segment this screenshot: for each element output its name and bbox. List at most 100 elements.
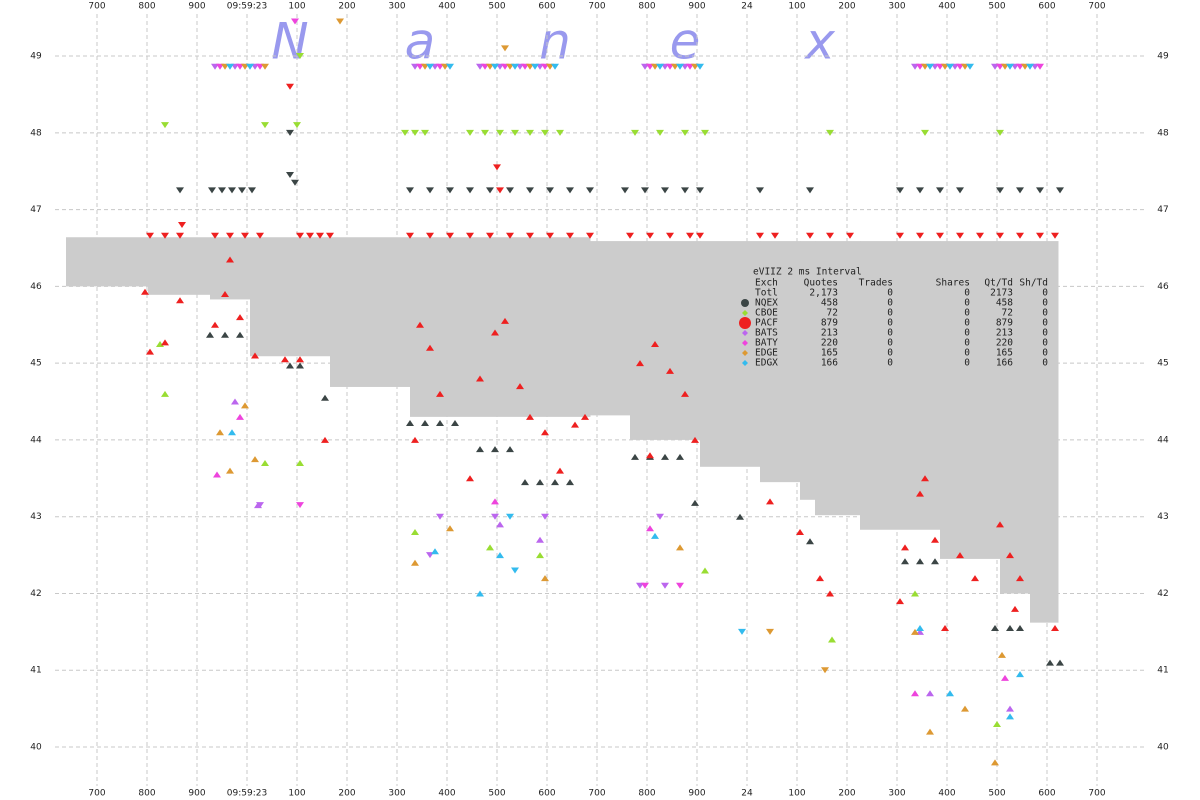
ask-quote (296, 232, 304, 239)
bid-quote (581, 413, 589, 420)
ask-quote (228, 187, 236, 194)
table-header: Trades (859, 278, 893, 289)
legend-name: PACF (755, 318, 778, 329)
ask-quote (411, 129, 419, 136)
ask-quote (546, 232, 554, 239)
bid-quote (1006, 552, 1014, 559)
ask-quote (426, 63, 434, 70)
table-header: Sh/Td (1019, 278, 1048, 289)
table-cell: 0 (1042, 328, 1048, 339)
ask-quote (926, 63, 934, 70)
bid-quote (213, 471, 221, 478)
ask-quote (1016, 232, 1024, 239)
ask-quote (293, 122, 301, 129)
ask-quote (336, 18, 344, 25)
y-tick-label: 43 (30, 512, 41, 522)
bid-quote (926, 690, 934, 697)
bid-quote (466, 475, 474, 482)
ask-quote (481, 129, 489, 136)
bid-quote (406, 420, 414, 427)
x-tick-label: 600 (1038, 2, 1055, 12)
ask-quote (1006, 63, 1014, 70)
x-tick-label: 500 (488, 2, 505, 12)
ask-quote (546, 187, 554, 194)
table-cell: 166 (996, 358, 1013, 369)
bid-quote (236, 314, 244, 321)
ask-quote (466, 129, 474, 136)
ask-quote (738, 628, 746, 635)
bid-quote (296, 362, 304, 369)
ask-quote (211, 232, 219, 239)
x-tick-label: 300 (388, 2, 405, 12)
spread-area (800, 241, 816, 500)
bid-quote (736, 513, 744, 520)
spread-area (590, 241, 631, 416)
x-tick-label: 400 (938, 2, 955, 12)
table-cell: 0 (964, 318, 970, 329)
ask-quote (826, 232, 834, 239)
ask-quote (286, 172, 294, 179)
bid-quote (206, 331, 214, 338)
bid-quote (1006, 705, 1014, 712)
bid-quote (651, 532, 659, 539)
table-cell: 879 (821, 318, 838, 329)
x-tick-label: 500 (988, 789, 1005, 799)
ask-quote (486, 232, 494, 239)
ask-quote (526, 232, 534, 239)
bid-quote (446, 525, 454, 532)
ask-quote (241, 232, 249, 239)
bid-quote (236, 413, 244, 420)
spread-area (410, 237, 591, 417)
ask-quote (446, 232, 454, 239)
table-cell: 0 (964, 348, 970, 359)
table-cell: 220 (821, 338, 838, 349)
x-tick-label: 24 (741, 2, 753, 12)
bid-quote (416, 321, 424, 328)
ask-quote (491, 63, 499, 70)
ask-quote (406, 232, 414, 239)
ask-quote (226, 232, 234, 239)
bid-quote (216, 429, 224, 436)
ask-quote (626, 232, 634, 239)
table-total: 2,173 (809, 288, 838, 299)
ask-quote (306, 232, 314, 239)
ask-quote (178, 221, 186, 228)
ask-quote (656, 63, 664, 70)
bid-quote (816, 575, 824, 582)
table-cell: 0 (964, 358, 970, 369)
ask-quote (621, 187, 629, 194)
ask-quote (566, 187, 574, 194)
bid-quote (996, 521, 1004, 528)
bid-quote (911, 628, 919, 635)
bid-quote (826, 590, 834, 597)
bid-quote (321, 436, 329, 443)
ask-quote (896, 232, 904, 239)
ask-quote (1036, 187, 1044, 194)
bid-quote (993, 720, 1001, 727)
ask-quote (446, 63, 454, 70)
bid-quote (916, 490, 924, 497)
ask-quote (406, 187, 414, 194)
ask-quote (1051, 232, 1059, 239)
x-tick-label: 100 (288, 2, 305, 12)
bid-quote (491, 498, 499, 505)
ask-quote (511, 63, 519, 70)
bid-quote (1016, 671, 1024, 678)
bid-quote (796, 529, 804, 536)
bid-quote (926, 728, 934, 735)
x-tick-label: 800 (138, 789, 155, 799)
legend-name: CBOE (755, 308, 778, 319)
bid-quote (901, 544, 909, 551)
y-tick-label: 49 (1157, 52, 1169, 62)
x-tick-label: 700 (88, 2, 105, 12)
bid-quote (566, 479, 574, 486)
bid-quote (916, 625, 924, 632)
y-tick-label: 41 (1157, 666, 1168, 676)
bid-quote (1051, 625, 1059, 632)
ask-quote (446, 187, 454, 194)
bid-quote (681, 390, 689, 397)
x-tick-label: 700 (88, 789, 105, 799)
bid-quote (236, 331, 244, 338)
legend-marker (742, 330, 748, 336)
ask-quote (686, 232, 694, 239)
